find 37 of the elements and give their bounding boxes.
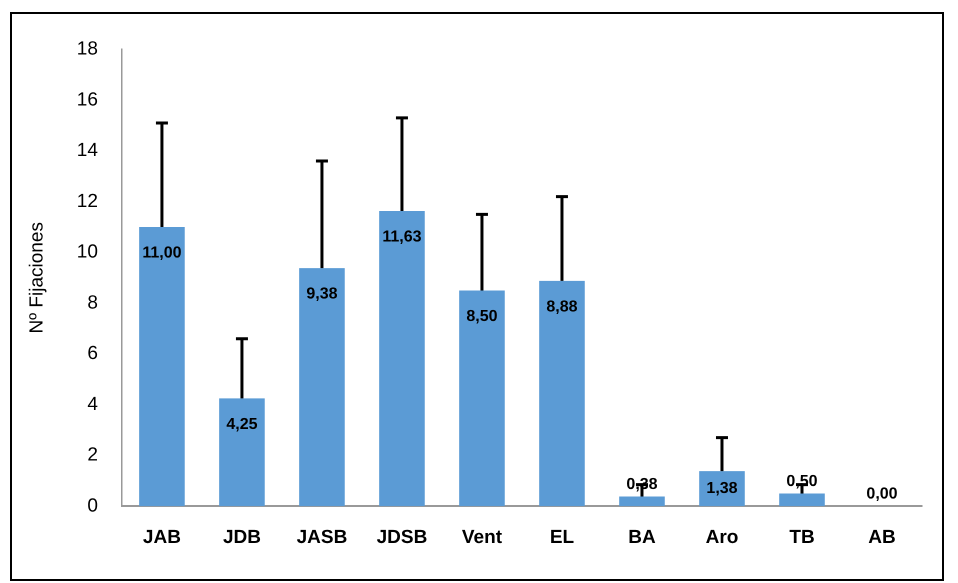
x-tick-label: AB [868,526,896,548]
y-tick-label: 16 [76,89,98,110]
y-axis-title: Nº Fijaciones [26,222,48,334]
y-tick-label: 2 [87,444,98,466]
bar [459,290,505,506]
bar [619,496,665,506]
y-tick-label: 18 [76,38,98,60]
y-tick-label: 0 [87,495,98,516]
x-tick-label: Vent [462,526,503,548]
bar [779,494,825,506]
x-tick-label: Aro [706,526,738,548]
x-tick-label: BA [628,526,656,548]
x-tick-label: TB [789,526,815,548]
bar [139,227,185,506]
data-label: 8,88 [546,298,578,316]
bar [539,280,585,506]
data-label: 4,25 [226,416,258,433]
data-label: 1,38 [706,480,738,498]
y-tick-label: 8 [87,292,98,314]
bar [379,211,425,506]
y-tick-label: 10 [76,242,98,263]
y-tick-label: 6 [87,343,98,364]
x-tick-label: EL [550,526,574,548]
data-label: 9,38 [306,286,338,303]
data-label: 11,63 [382,228,422,246]
y-tick-label: 4 [87,394,98,415]
x-tick-label: JAB [142,526,181,548]
y-tick-label: 14 [76,140,98,162]
bar [299,268,345,506]
y-tick-label: 12 [76,190,98,212]
x-tick-label: JDB [222,526,261,548]
data-label: 0,00 [866,486,898,503]
bar [219,398,265,506]
data-label: 8,50 [466,308,498,325]
data-label: 11,00 [142,244,182,262]
x-tick-label: JDSB [376,526,428,548]
x-tick-label: JASB [296,526,348,548]
